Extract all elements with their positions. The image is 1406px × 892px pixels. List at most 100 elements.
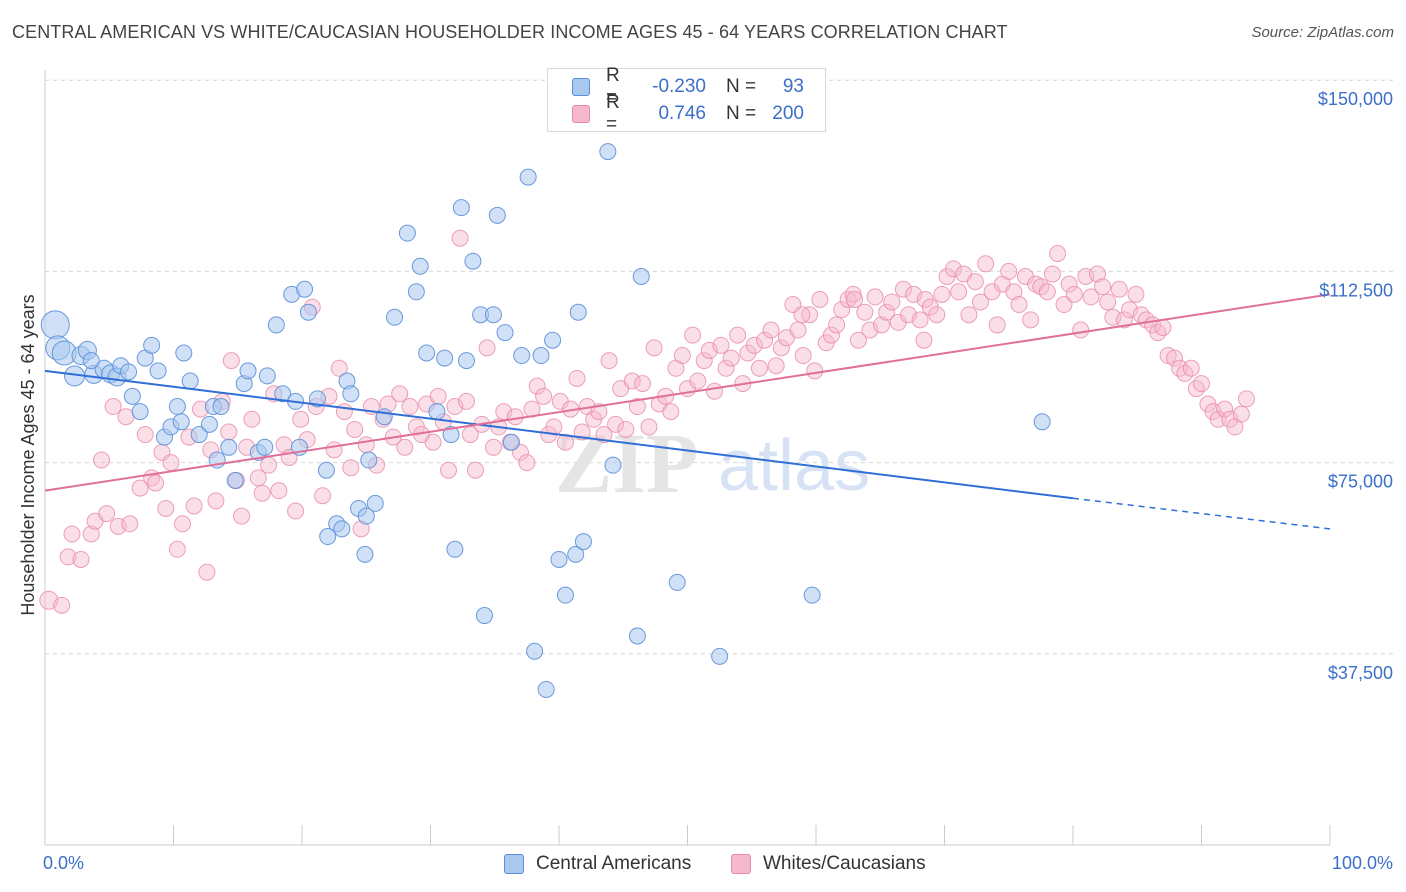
trend-line-whites-caucasians (44, 293, 1331, 492)
data-point-central-american (496, 324, 514, 342)
data-point-central-american (172, 413, 190, 431)
bottom-legend-whites-caucasians: Whites/Caucasians (731, 852, 926, 876)
data-point-white (960, 306, 978, 324)
data-point-central-american (356, 545, 374, 563)
data-point-white (822, 326, 840, 344)
legend-n-label: N = (726, 103, 757, 124)
legend-swatch-blue (572, 78, 590, 96)
data-point-central-american (407, 283, 425, 301)
y-axis-label: Householder Income Ages 45 - 64 years (18, 294, 38, 615)
data-point-white (1022, 311, 1040, 329)
series-central-americans (40, 143, 1051, 698)
trend-line-central-americans-extension (1072, 497, 1331, 530)
data-point-white (243, 410, 261, 428)
data-point-central-american (175, 344, 193, 362)
data-point-central-american (550, 550, 568, 568)
data-point-central-american (168, 398, 186, 416)
data-point-white (856, 303, 874, 321)
data-point-central-american (149, 362, 167, 380)
data-point-white (928, 306, 946, 324)
data-point-white (811, 290, 829, 308)
data-point-white (59, 548, 77, 566)
data-point-central-american (360, 451, 378, 469)
data-point-white (528, 377, 546, 395)
data-point-central-american (319, 528, 337, 546)
data-point-central-american (386, 308, 404, 326)
data-point-white (391, 385, 409, 403)
data-point-white (794, 347, 812, 365)
y-tick-label: $112,500 (1319, 280, 1393, 300)
data-point-white (1038, 283, 1056, 301)
data-point-central-american (366, 494, 384, 512)
data-point-central-american (333, 520, 351, 538)
legend-row-whites-caucasians: R = 0.746 N = 200 (572, 92, 804, 135)
data-point-central-american (239, 362, 257, 380)
data-point-central-american (308, 390, 326, 408)
data-point-central-american (120, 363, 138, 381)
data-point-white (1209, 410, 1227, 428)
data-point-central-american (220, 438, 238, 456)
data-point-white (429, 387, 447, 405)
data-point-central-american (398, 224, 416, 242)
data-point-white (457, 392, 475, 410)
axes (44, 70, 1331, 846)
data-point-white (1166, 349, 1184, 367)
data-point-central-american (342, 385, 360, 403)
data-point-white (1149, 324, 1167, 342)
data-point-white (535, 387, 553, 405)
data-point-white (1055, 296, 1073, 314)
data-point-white (72, 550, 90, 568)
data-point-central-american (457, 352, 475, 370)
data-point-central-american (502, 433, 520, 451)
data-point-white (607, 415, 625, 433)
data-point-white (762, 321, 780, 339)
data-point-white (1094, 278, 1112, 296)
data-point-central-american (604, 456, 622, 474)
data-point-central-american (475, 607, 493, 625)
data-point-white (424, 433, 442, 451)
data-point-white (684, 326, 702, 344)
data-point-white (793, 306, 811, 324)
data-point-white (944, 260, 962, 278)
data-point-white (1072, 321, 1090, 339)
data-point-white (966, 273, 984, 291)
data-point-white (1216, 400, 1234, 418)
data-point-white (828, 316, 846, 334)
data-point-white (971, 293, 989, 311)
data-point-white (396, 438, 414, 456)
data-point-white (933, 285, 951, 303)
data-point-white (712, 336, 730, 354)
data-point-white (750, 359, 768, 377)
data-point-white (1171, 359, 1189, 377)
watermark-atlas: atlas (718, 426, 870, 506)
data-point-central-american (418, 344, 436, 362)
data-point-white (556, 433, 574, 451)
data-point-white (439, 461, 457, 479)
data-point-white (911, 311, 929, 329)
data-point-central-american (296, 280, 314, 298)
legend-row-central-americans: R = -0.230 N = 93 (572, 65, 804, 108)
data-point-white (207, 492, 225, 510)
data-point-central-american (1033, 413, 1051, 431)
data-point-white (689, 372, 707, 390)
bottom-legend-swatch-blue (504, 854, 524, 874)
data-point-white (617, 420, 635, 438)
data-point-white (357, 436, 375, 454)
data-point-white (1237, 390, 1255, 408)
data-point-white (595, 426, 613, 444)
x-tick-label-max: 100.0% (1332, 853, 1393, 873)
data-point-white (873, 316, 891, 334)
data-point-white (1010, 296, 1028, 314)
data-point-white (623, 372, 641, 390)
data-point-white (466, 461, 484, 479)
data-point-white (662, 403, 680, 421)
series-whites-caucasians (39, 229, 1255, 614)
data-point-white (1049, 245, 1067, 263)
data-point-white (1000, 262, 1018, 280)
data-point-central-american (123, 387, 141, 405)
data-point-central-american (274, 385, 292, 403)
data-point-central-american (803, 586, 821, 604)
data-point-central-american (567, 545, 585, 563)
data-point-white (451, 229, 469, 247)
data-point-white (325, 441, 343, 459)
